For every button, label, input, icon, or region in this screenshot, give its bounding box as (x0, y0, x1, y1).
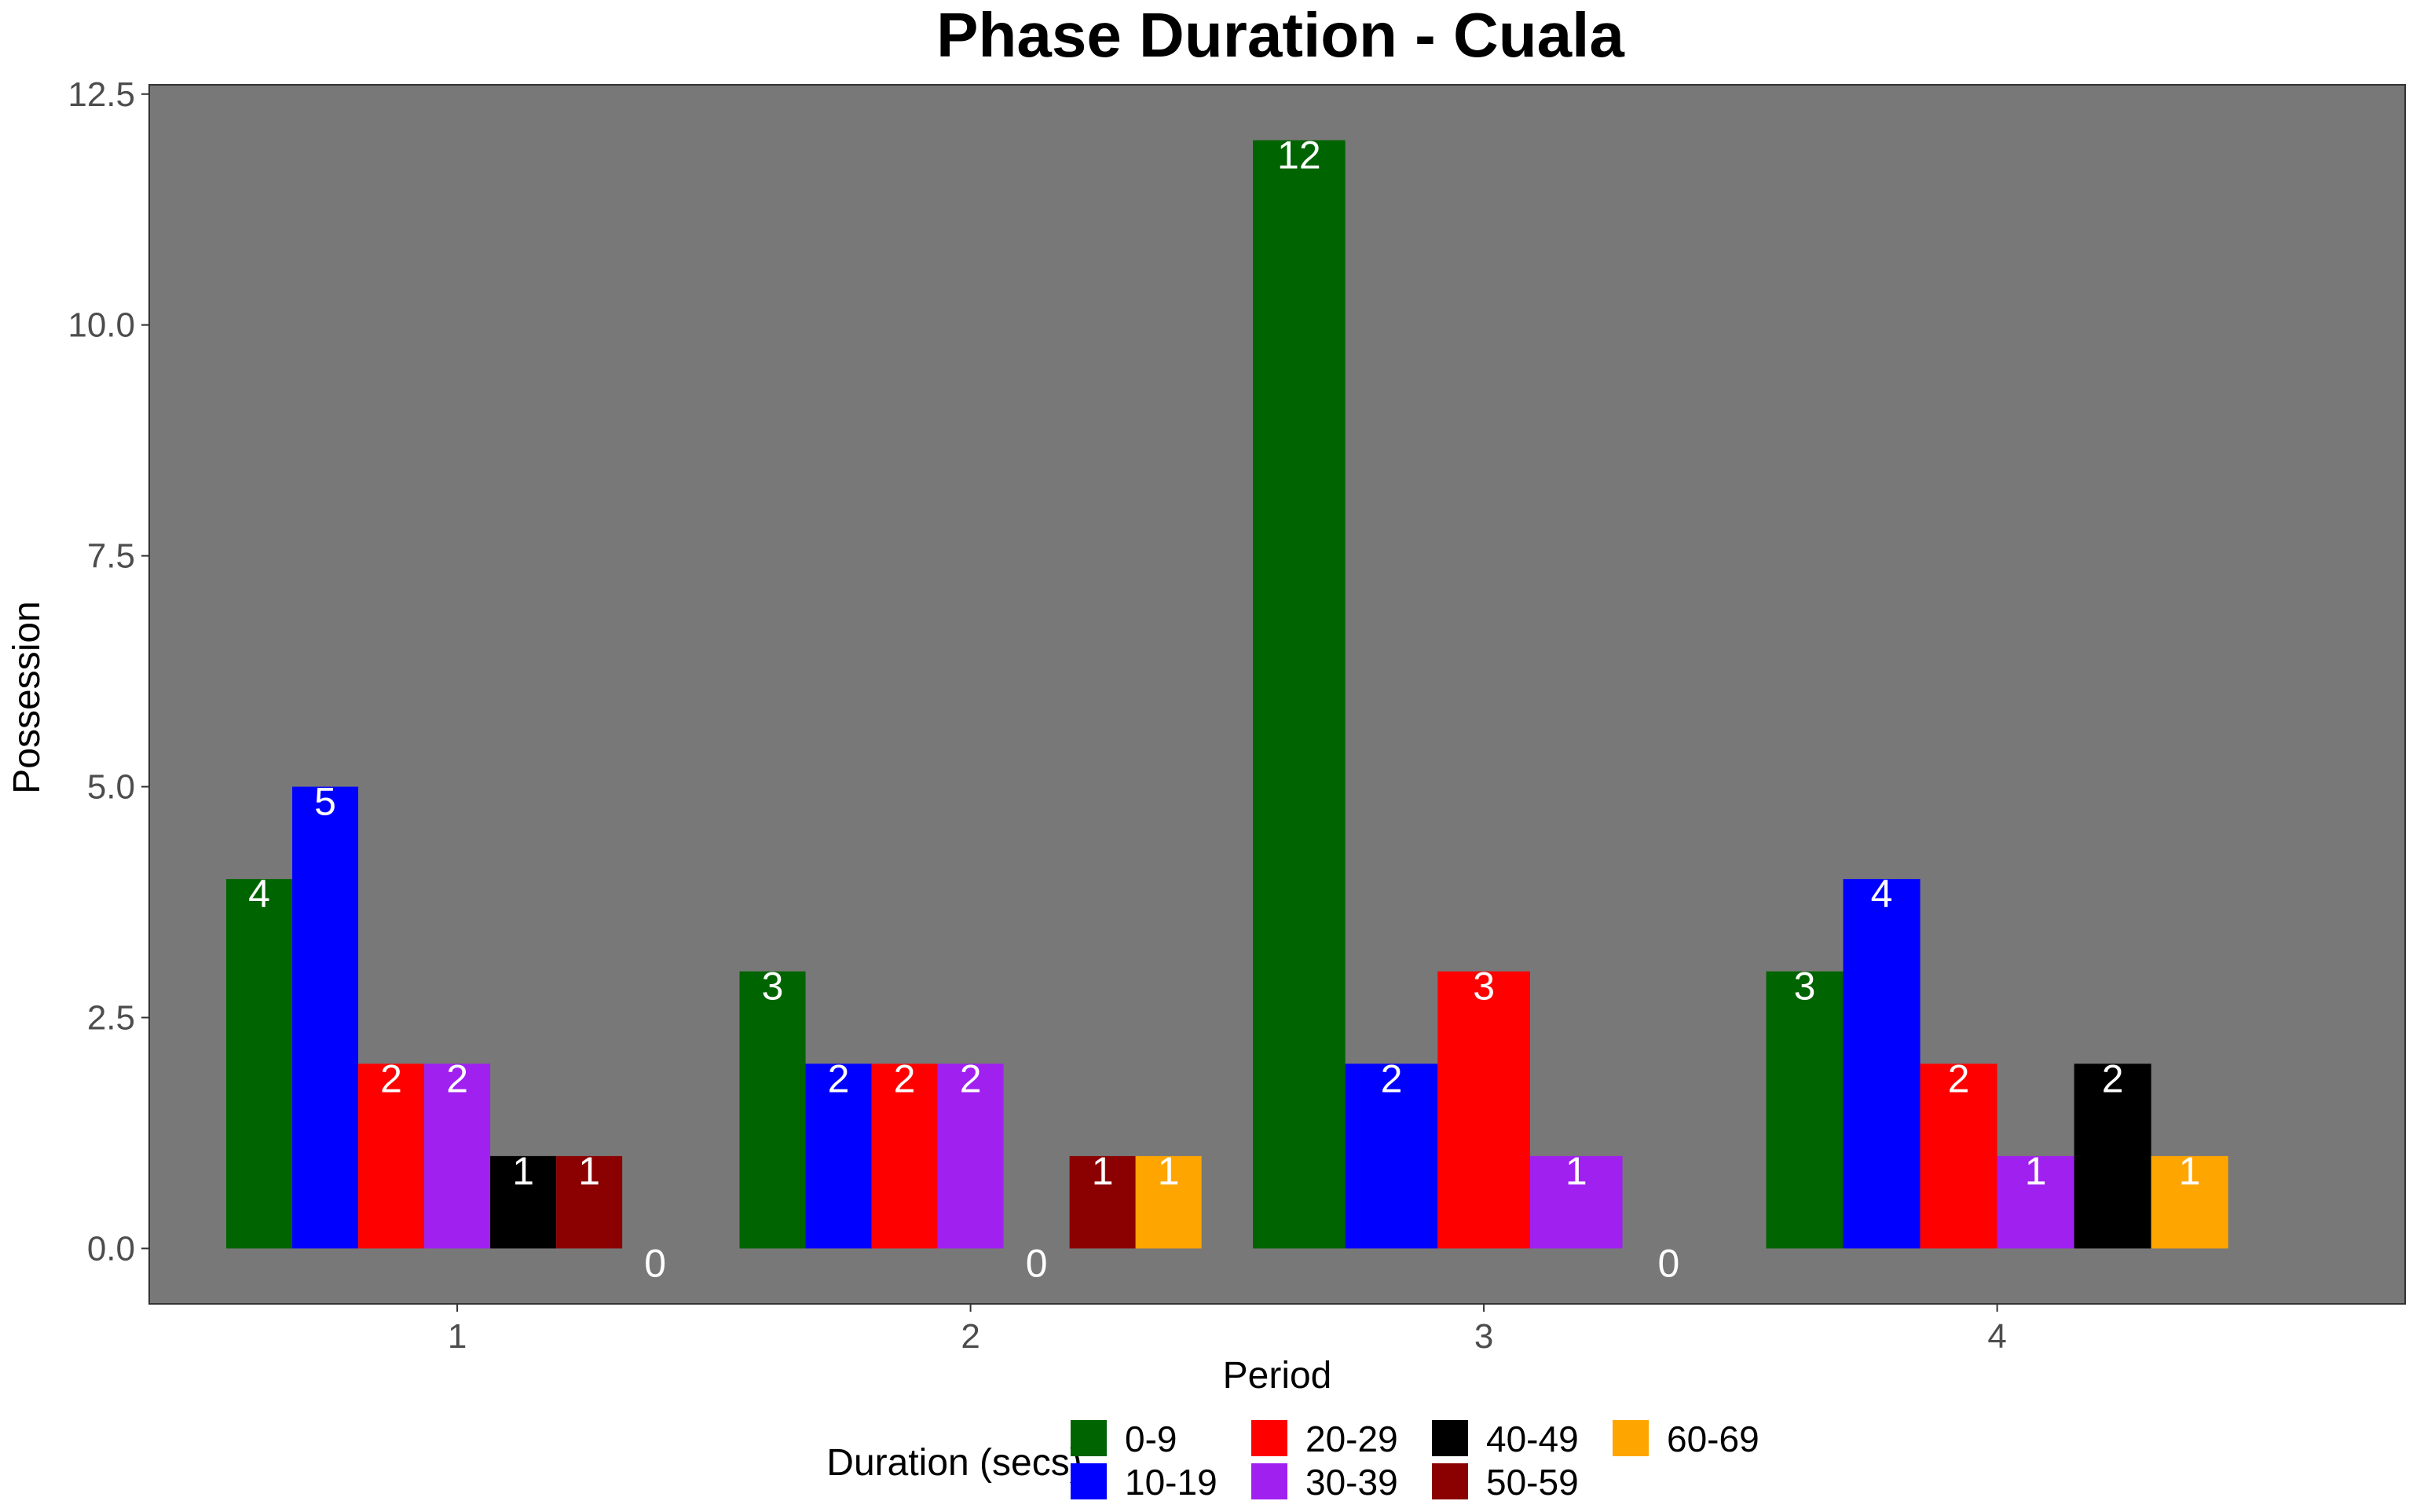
x-axis-title: Period (1223, 1355, 1332, 1397)
bar-value-label: 2 (2102, 1056, 2124, 1100)
bar-period-4-0-9 (1766, 971, 1844, 1249)
y-tick-label: 12.5 (68, 75, 135, 114)
legend-label: 0-9 (1125, 1419, 1177, 1459)
bar-period-1-0-9 (226, 879, 293, 1249)
bar-value-label: 0 (644, 1241, 666, 1285)
bar-value-label: 1 (1565, 1149, 1587, 1193)
bar-period-4-30-39 (1997, 1155, 2074, 1249)
legend-label: 40-49 (1486, 1419, 1579, 1459)
chart-title: Phase Duration - Cuala (936, 0, 1624, 70)
bar-period-2-60-69 (1135, 1155, 1202, 1249)
bar-value-label: 1 (578, 1149, 600, 1193)
bar-value-label: 3 (1794, 965, 1816, 1009)
legend-key-10-19 (1071, 1463, 1107, 1499)
legend-key-20-29 (1251, 1420, 1287, 1456)
y-axis-title: Possession (6, 601, 48, 793)
bar-period-1-40-49 (490, 1155, 557, 1249)
bar-period-2-50-59 (1069, 1155, 1136, 1249)
bar-value-label: 0 (1657, 1241, 1679, 1285)
legend-key-50-59 (1432, 1463, 1468, 1499)
bar-value-label: 2 (1948, 1056, 1970, 1100)
legend-key-0-9 (1071, 1420, 1107, 1456)
x-tick-label: 2 (961, 1317, 979, 1356)
x-tick-label: 4 (1987, 1317, 2006, 1356)
legend-label: 60-69 (1667, 1419, 1759, 1459)
bar-value-label: 2 (894, 1056, 916, 1100)
bar-value-label: 3 (762, 965, 784, 1009)
legend-key-40-49 (1432, 1420, 1468, 1456)
bar-value-label: 2 (960, 1056, 982, 1100)
bar-period-2-10-19 (805, 1064, 872, 1249)
bar-value-label: 2 (380, 1056, 402, 1100)
bar-period-1-50-59 (556, 1155, 623, 1249)
bar-period-4-40-49 (2074, 1064, 2151, 1249)
y-tick-label: 0.0 (87, 1229, 135, 1268)
bar-period-2-0-9 (739, 971, 806, 1249)
bar-period-4-60-69 (2151, 1155, 2228, 1249)
bar-value-label: 1 (2025, 1149, 2047, 1193)
legend-key-30-39 (1251, 1463, 1287, 1499)
bar-period-2-30-39 (937, 1064, 1004, 1249)
bar-period-3-30-39 (1529, 1155, 1623, 1249)
legend-label: 10-19 (1125, 1462, 1217, 1503)
bar-period-1-10-19 (292, 786, 359, 1249)
y-tick-label: 2.5 (87, 999, 135, 1038)
x-tick-label: 1 (448, 1317, 467, 1356)
bar-period-2-20-29 (871, 1064, 938, 1249)
bar-period-1-30-39 (424, 1064, 491, 1249)
bar-period-4-20-29 (1920, 1064, 1997, 1249)
legend-label: 20-29 (1305, 1419, 1398, 1459)
y-tick-label: 10.0 (68, 306, 135, 345)
axes: 0.02.55.07.510.012.51 2 3 4 (68, 75, 2006, 1356)
bar-value-label: 1 (1158, 1149, 1180, 1193)
bar-value-label: 3 (1473, 965, 1495, 1009)
bar-value-label: 4 (1871, 872, 1893, 916)
x-tick-label: 3 (1474, 1317, 1493, 1356)
bar-value-label: 2 (446, 1056, 468, 1100)
bar-period-1-20-29 (358, 1064, 425, 1249)
bar-period-3-0-9 (1253, 140, 1346, 1249)
bar-value-label: 1 (2179, 1149, 2201, 1193)
bar-value-label: 1 (512, 1149, 534, 1193)
legend-title: Duration (secs) (826, 1442, 1082, 1484)
bar-value-label: 2 (1381, 1056, 1403, 1100)
legend-label: 30-39 (1305, 1462, 1398, 1503)
bar-value-label: 5 (314, 780, 336, 824)
bar-period-4-10-19 (1843, 879, 1921, 1249)
bar-period-3-10-19 (1345, 1064, 1438, 1249)
y-tick-label: 5.0 (87, 768, 135, 807)
y-tick-label: 7.5 (87, 537, 135, 576)
bar-value-label: 2 (828, 1056, 850, 1100)
bar-value-label: 4 (248, 872, 270, 916)
bar-value-label: 1 (1092, 1149, 1114, 1193)
legend-key-60-69 (1613, 1420, 1649, 1456)
bar-value-label: 12 (1277, 134, 1321, 178)
bar-value-label: 0 (1026, 1241, 1048, 1285)
bars (226, 140, 2228, 1249)
bar-period-3-20-29 (1437, 971, 1530, 1249)
legend-label: 50-59 (1486, 1462, 1579, 1503)
